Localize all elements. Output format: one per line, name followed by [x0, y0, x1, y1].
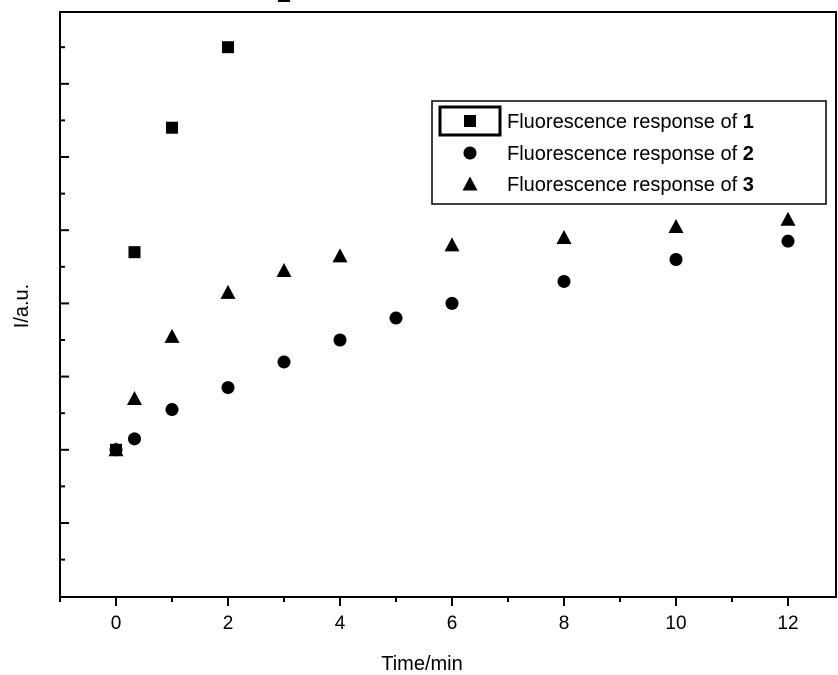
y-axis-label: I/a.u.: [11, 284, 33, 328]
legend-entry-2-text: Fluorescence response of: [507, 143, 743, 165]
data-point-series-1: [128, 246, 141, 259]
legend: Fluorescence response of 1 Fluorescence …: [431, 100, 827, 205]
legend-entry-3-number: 3: [743, 174, 754, 196]
legend-entry-2: Fluorescence response of 2: [507, 143, 754, 165]
x-axis-label: Time/min: [381, 653, 462, 675]
x-tick-label: 12: [777, 613, 798, 634]
data-point-series-2: [333, 333, 347, 347]
x-tick-label: 10: [665, 613, 686, 634]
legend-entry-3: Fluorescence response of 3: [507, 174, 754, 196]
data-point-series-3: [556, 230, 572, 245]
x-tick-label: 0: [111, 613, 122, 634]
plot-frame: [59, 11, 837, 598]
x-tick-label: 2: [223, 613, 234, 634]
legend-symbol-1: [464, 115, 476, 127]
data-point-series-3: [220, 284, 236, 299]
x-tick-label: 8: [559, 613, 570, 634]
data-point-series-2: [445, 296, 459, 310]
x-tick-label: 6: [447, 613, 458, 634]
legend-entry-1-number: 1: [743, 111, 754, 133]
data-point-series-2: [389, 311, 403, 325]
legend-entry-2-number: 2: [743, 143, 754, 165]
legend-symbol-3: [462, 176, 478, 191]
data-point-series-2: [781, 234, 795, 248]
legend-entry-1: Fluorescence response of 1: [507, 111, 754, 133]
legend-entry-1-text: Fluorescence response of: [507, 111, 743, 133]
data-point-series-3: [276, 262, 292, 277]
data-point-series-1: [222, 41, 234, 54]
series-3: [108, 211, 796, 457]
data-point-series-3: [164, 328, 180, 343]
data-point-series-3: [444, 237, 460, 252]
data-series: [108, 0, 796, 457]
legend-box: [431, 100, 827, 205]
x-axis-ticks: 0 2 4 6 8 10 12: [59, 597, 799, 634]
y-axis-ticks: [60, 46, 69, 561]
legend-entry-3-text: Fluorescence response of: [507, 174, 743, 196]
data-point-series-2: [165, 403, 179, 417]
data-point-series-2: [221, 381, 235, 395]
x-tick-label: 4: [335, 613, 346, 634]
legend-highlight-frame: [438, 105, 502, 137]
data-point-series-1: [166, 121, 178, 134]
series-1: [110, 0, 290, 456]
series-2: [109, 234, 795, 457]
data-point-series-3: [668, 219, 684, 234]
data-point-series-3: [126, 391, 142, 406]
data-point-series-3: [780, 211, 796, 226]
data-point-series-2: [277, 355, 291, 369]
data-point-series-2: [557, 274, 571, 288]
data-point-series-3: [332, 248, 348, 263]
legend-symbol-2: [463, 146, 477, 160]
data-point-series-2: [127, 432, 141, 446]
data-point-series-2: [669, 252, 683, 266]
legend-symbols: [462, 115, 478, 191]
data-point-series-3: [108, 442, 124, 457]
data-point-series-1: [278, 0, 290, 2]
